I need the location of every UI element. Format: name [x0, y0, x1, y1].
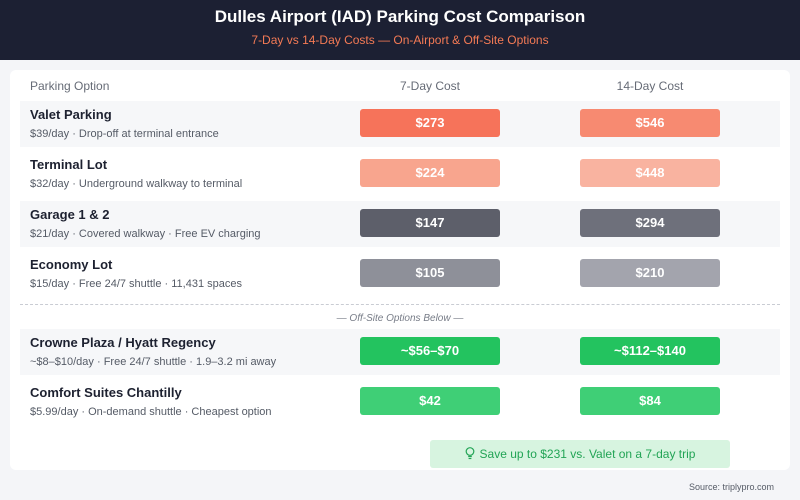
savings-text: Save up to $231 vs. Valet on a 7-day tri… [479, 447, 696, 461]
cost-7-day: $42 [360, 387, 500, 415]
offsite-options-label: — Off-Site Options Below — [336, 313, 464, 324]
column-header-option: Parking Option [30, 79, 110, 93]
cost-14-day: $294 [580, 209, 720, 237]
row-description: $21/day · Covered walkway · Free EV char… [30, 228, 261, 240]
row-description: $39/day · Drop-off at terminal entrance [30, 128, 219, 140]
row-name: Terminal Lot [30, 157, 108, 172]
savings-callout: Save up to $231 vs. Valet on a 7-day tri… [430, 440, 730, 468]
row-description: $5.99/day · On-demand shuttle · Cheapest… [30, 406, 272, 418]
table-row-economy-lot: Economy Lot $15/day · Free 24/7 shuttle … [20, 251, 780, 297]
row-name: Economy Lot [30, 257, 113, 272]
row-name: Crowne Plaza / Hyatt Regency [30, 335, 216, 350]
row-description: ~$8–$10/day · Free 24/7 shuttle · 1.9–3.… [30, 356, 277, 368]
cost-14-day: ~$112–$140 [580, 337, 720, 365]
section-divider [20, 304, 780, 305]
row-description: $15/day · Free 24/7 shuttle · 11,431 spa… [30, 278, 242, 290]
table-row-comfort-suites: Comfort Suites Chantilly $5.99/day · On-… [20, 379, 780, 425]
table-row-garage-1-2: Garage 1 & 2 $21/day · Covered walkway ·… [20, 201, 780, 247]
cost-14-day: $546 [580, 109, 720, 137]
cost-7-day: $273 [360, 109, 500, 137]
page-title: Dulles Airport (IAD) Parking Cost Compar… [214, 7, 586, 26]
cost-7-day: $224 [360, 159, 500, 187]
column-header-7-day: 7-Day Cost [399, 79, 461, 93]
cost-14-day: $210 [580, 259, 720, 287]
column-header-14-day: 14-Day Cost [616, 79, 684, 93]
cost-7-day: ~$56–$70 [360, 337, 500, 365]
table-row-crowne-plaza-hyatt: Crowne Plaza / Hyatt Regency ~$8–$10/day… [20, 329, 780, 375]
row-name: Comfort Suites Chantilly [30, 385, 182, 400]
row-name: Garage 1 & 2 [30, 207, 110, 222]
header-banner: Dulles Airport (IAD) Parking Cost Compar… [0, 0, 800, 60]
cost-7-day: $105 [360, 259, 500, 287]
page-subtitle: 7-Day vs 14-Day Costs — On-Airport & Off… [251, 33, 549, 47]
cost-14-day: $448 [580, 159, 720, 187]
row-description: $32/day · Underground walkway to termina… [30, 178, 243, 190]
table-row-valet-parking: Valet Parking $39/day · Drop-off at term… [20, 101, 780, 147]
cost-7-day: $147 [360, 209, 500, 237]
row-name: Valet Parking [30, 107, 112, 122]
table-row-terminal-lot: Terminal Lot $32/day · Underground walkw… [20, 151, 780, 197]
lightbulb-icon [465, 447, 474, 460]
source-credit: Source: triplypro.com [688, 482, 774, 492]
cost-14-day: $84 [580, 387, 720, 415]
